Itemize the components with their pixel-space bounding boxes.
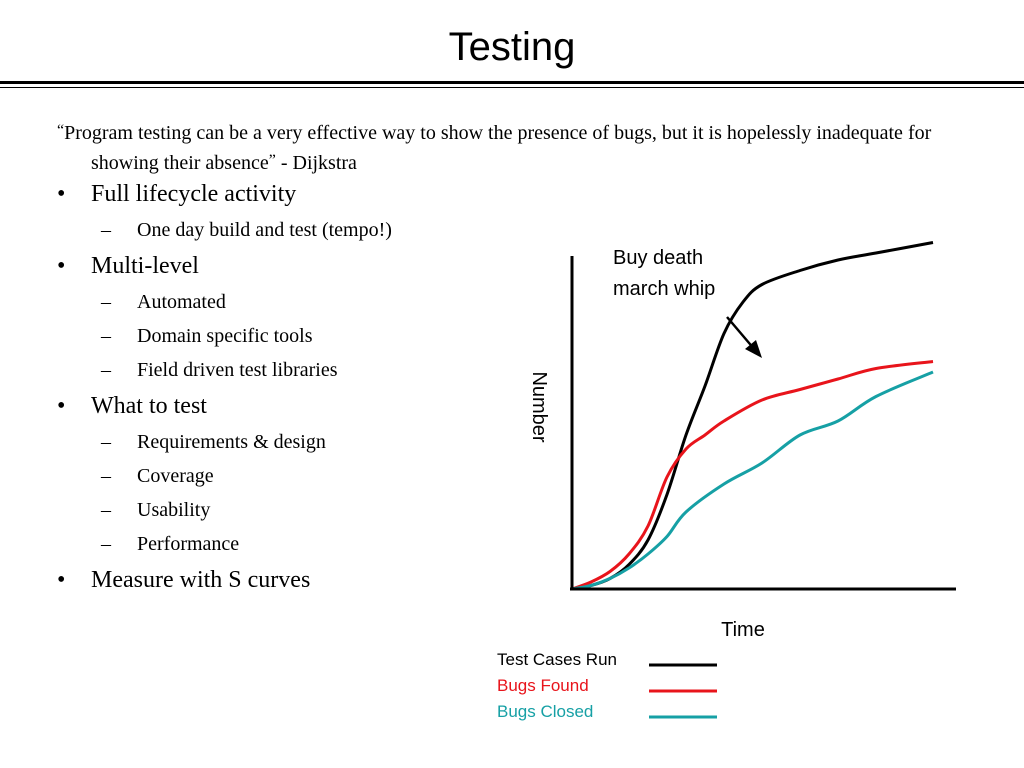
quote-text: Program testing can be a very effective … <box>64 122 932 174</box>
dash-glyph: – <box>101 431 111 453</box>
dash-glyph: – <box>101 219 111 241</box>
bullet-text: What to test <box>91 393 207 419</box>
sub-bullet-text: Coverage <box>137 465 214 487</box>
bullet-item: • Full lifecycle activity <box>57 178 497 214</box>
sub-bullet-text: Performance <box>137 533 240 555</box>
quote-open-mark: “ <box>57 122 65 139</box>
sub-bullet-item: – Usability <box>57 494 497 528</box>
series-line-bugs-closed <box>571 370 934 591</box>
dash-glyph: – <box>101 325 111 347</box>
series-line-bugs-found <box>571 360 934 591</box>
title-divider-thin <box>0 87 1024 88</box>
sub-bullet-text: Domain specific tools <box>137 325 313 347</box>
sub-bullet-item: – Field driven test libraries <box>57 354 497 388</box>
series-layer <box>571 241 934 591</box>
bullet-glyph: • <box>57 253 66 279</box>
annotation-line-2: march whip <box>613 278 715 300</box>
legend-label: Bugs Closed <box>497 702 593 721</box>
sub-bullet-text: Usability <box>137 499 211 521</box>
bullet-text: Multi-level <box>91 253 199 279</box>
bullet-item: • Measure with S curves <box>57 564 497 600</box>
sub-bullet-item: – Requirements & design <box>57 426 497 460</box>
slide-title: Testing <box>448 25 576 69</box>
sub-bullet-text: Field driven test libraries <box>137 359 338 381</box>
dash-glyph: – <box>101 533 111 555</box>
bullet-outline: • Full lifecycle activity – One day build … <box>57 178 497 600</box>
y-axis-label: Number <box>528 371 550 442</box>
annotation-arrow-head <box>745 340 762 358</box>
legend: Test Cases Run Bugs Found Bugs Closed <box>497 650 717 721</box>
bullet-text: Full lifecycle activity <box>91 181 297 207</box>
sub-bullet-item: – One day build and test (tempo!) <box>57 214 497 248</box>
bullet-item: • What to test <box>57 390 497 426</box>
sub-bullet-item: – Automated <box>57 286 497 320</box>
dash-glyph: – <box>101 465 111 487</box>
sub-bullet-item: – Domain specific tools <box>57 320 497 354</box>
quote-close-mark: ” <box>268 152 276 169</box>
sub-bullet-text: Requirements & design <box>137 431 326 453</box>
dash-glyph: – <box>101 291 111 313</box>
annotation-line-1: Buy death <box>613 247 703 269</box>
dijkstra-quote: “Program testing can be a very effective… <box>57 117 961 177</box>
bullet-glyph: • <box>57 567 66 593</box>
quote-attribution: - Dijkstra <box>275 152 357 174</box>
annotation-arrow-shaft <box>726 316 756 351</box>
legend-label: Test Cases Run <box>497 650 617 669</box>
x-axis-label: Time <box>721 619 765 641</box>
bullet-item: • Multi-level <box>57 250 497 286</box>
sub-bullet-item: – Coverage <box>57 460 497 494</box>
sub-bullet-text: One day build and test (tempo!) <box>137 219 392 241</box>
sub-bullet-item: – Performance <box>57 528 497 562</box>
title-divider-thick <box>0 81 1024 84</box>
bullet-glyph: • <box>57 181 66 207</box>
dash-glyph: – <box>101 359 111 381</box>
legend-label: Bugs Found <box>497 676 589 695</box>
sub-bullet-text: Automated <box>137 291 226 313</box>
dash-glyph: – <box>101 499 111 521</box>
bullet-glyph: • <box>57 393 66 419</box>
bullet-text: Measure with S curves <box>91 567 311 593</box>
